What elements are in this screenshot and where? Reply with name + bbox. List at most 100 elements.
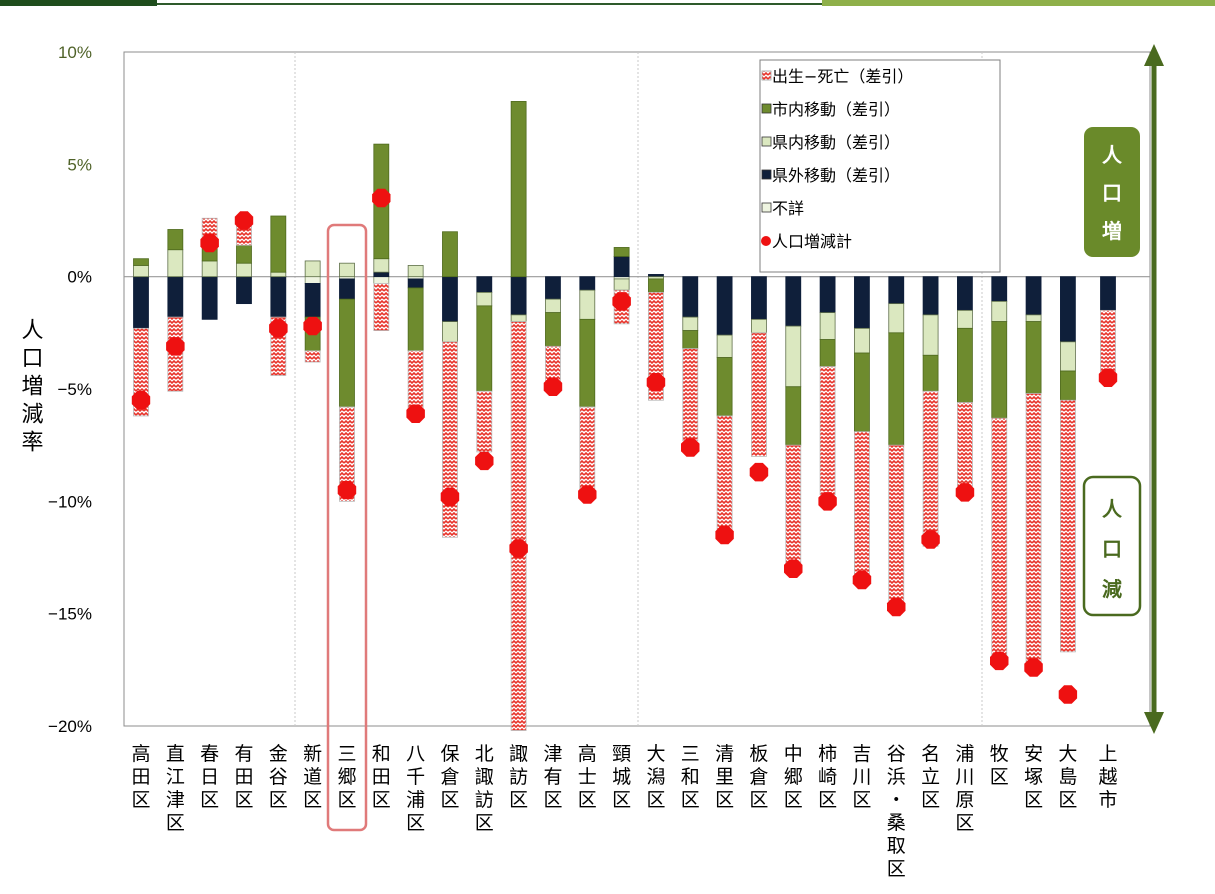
- bar-segment: [304, 260, 321, 278]
- x-tick-label: 原: [955, 789, 974, 811]
- x-tick-label: 新: [303, 743, 322, 765]
- x-tick-label: 中: [784, 743, 803, 765]
- x-tick-label: 区: [990, 766, 1009, 788]
- y-tick-label: −20%: [48, 717, 92, 736]
- x-tick-label: 区: [921, 789, 940, 811]
- x-tick-label: 有: [543, 766, 562, 788]
- bar-segment: [922, 354, 939, 392]
- legend-swatch: [761, 103, 772, 114]
- bar-segment: [545, 298, 561, 314]
- x-tick-label: 区: [646, 789, 665, 811]
- x-tick-label: 区: [543, 789, 562, 811]
- badge-decrease-box: [1082, 475, 1142, 617]
- arrow-axis: [1144, 44, 1164, 734]
- x-tick-label: 江: [166, 766, 185, 788]
- x-tick-label: 浜: [887, 766, 906, 788]
- bar-segment: [854, 276, 870, 329]
- bar-segment: [716, 276, 733, 336]
- bar-segment: [545, 345, 561, 383]
- total-marker: [1058, 685, 1078, 704]
- bar-segment: [613, 247, 630, 257]
- x-tick-label: 上: [1098, 743, 1117, 765]
- total-markers: [131, 188, 1118, 704]
- total-marker: [715, 525, 734, 545]
- x-tick-label: 区: [955, 812, 974, 834]
- bar-segment: [510, 314, 527, 322]
- badge-decrease: 人口減: [1082, 475, 1142, 617]
- bar-segment: [1100, 309, 1116, 379]
- x-tick-label: 高: [131, 743, 150, 765]
- y-axis-label: 人口増減率: [18, 318, 44, 458]
- total-marker: [818, 492, 837, 511]
- total-marker: [749, 462, 769, 482]
- x-tick-label: 区: [1058, 789, 1077, 811]
- bar-segment: [991, 276, 1008, 302]
- total-marker: [612, 292, 631, 311]
- x-tick-label: ・: [887, 789, 906, 811]
- bar-segment: [716, 357, 733, 417]
- bar-segment: [407, 278, 424, 289]
- x-tick-label: 諏: [475, 766, 494, 788]
- total-marker: [578, 485, 597, 504]
- x-tick-label: 士: [578, 766, 597, 788]
- bar-segment: [476, 276, 493, 293]
- x-tick-label: 和: [372, 743, 391, 765]
- x-tick-label: 田: [131, 766, 150, 788]
- bar-segment: [270, 215, 287, 273]
- legend-label: 不詳: [772, 199, 804, 218]
- x-tick-label: 高: [578, 743, 597, 765]
- bar-segment: [613, 278, 630, 291]
- bar-segment: [442, 341, 458, 538]
- bar-segment: [922, 390, 939, 547]
- x-tick-label: 倉: [440, 766, 459, 788]
- x-tick-label: 区: [612, 789, 631, 811]
- x-tick-label: 区: [337, 789, 356, 811]
- y-tick-label: 0%: [67, 268, 92, 287]
- bar-segment: [819, 366, 836, 495]
- bar-segment: [270, 271, 287, 278]
- bar-segment: [888, 444, 905, 603]
- x-tick-label: 区: [406, 812, 425, 834]
- bar-segment: [1060, 341, 1076, 372]
- x-tick-label: 区: [887, 858, 906, 880]
- x-tick-label: 浦: [406, 789, 425, 811]
- bar-segment: [751, 332, 767, 457]
- bar-segment: [339, 298, 355, 408]
- x-axis-labels: 高田区直江津区春日区有田区金谷区新道区三郷区和田区八千浦区保倉区北諏訪区諏訪区津…: [131, 743, 1117, 880]
- x-tick-label: 春: [200, 743, 219, 765]
- bar-segment: [407, 287, 424, 352]
- x-tick-label: 区: [681, 789, 700, 811]
- legend-label: 市内移動（差引）: [772, 100, 900, 119]
- legend-swatch: [761, 169, 772, 180]
- x-tick-label: 取: [887, 835, 906, 857]
- x-tick-label: 立: [921, 766, 940, 788]
- arrow-down-icon: [1144, 712, 1164, 734]
- badge-increase: 人口増: [1084, 127, 1140, 257]
- header-bar-light: [822, 0, 1215, 6]
- x-tick-label: 潟: [646, 766, 665, 788]
- y-axis-ticks: 10% 5% 0% −5% −10% −15% −20%: [48, 43, 92, 736]
- bar-segment: [304, 350, 321, 363]
- bar-segment: [888, 332, 905, 446]
- badge-decrease-text: 人口減: [1102, 497, 1123, 601]
- x-tick-label: 郷: [337, 766, 356, 788]
- total-marker: [681, 438, 700, 457]
- badge-increase-box: [1084, 127, 1140, 257]
- bar-segment: [304, 276, 321, 284]
- total-marker: [852, 570, 872, 590]
- total-marker: [646, 373, 666, 392]
- bar-segment: [957, 402, 973, 489]
- x-tick-label: 浦: [955, 743, 974, 765]
- bar-segment: [304, 283, 321, 318]
- x-tick-label: 区: [578, 789, 597, 811]
- bar-segment: [339, 406, 355, 502]
- x-tick-label: 区: [818, 789, 837, 811]
- x-tick-label: 島: [1058, 766, 1077, 788]
- legend-frame: [759, 59, 1001, 273]
- bar-segment: [167, 249, 184, 278]
- bar-segment: [682, 316, 699, 331]
- bar-segment: [819, 312, 836, 340]
- bar-segment: [339, 278, 355, 300]
